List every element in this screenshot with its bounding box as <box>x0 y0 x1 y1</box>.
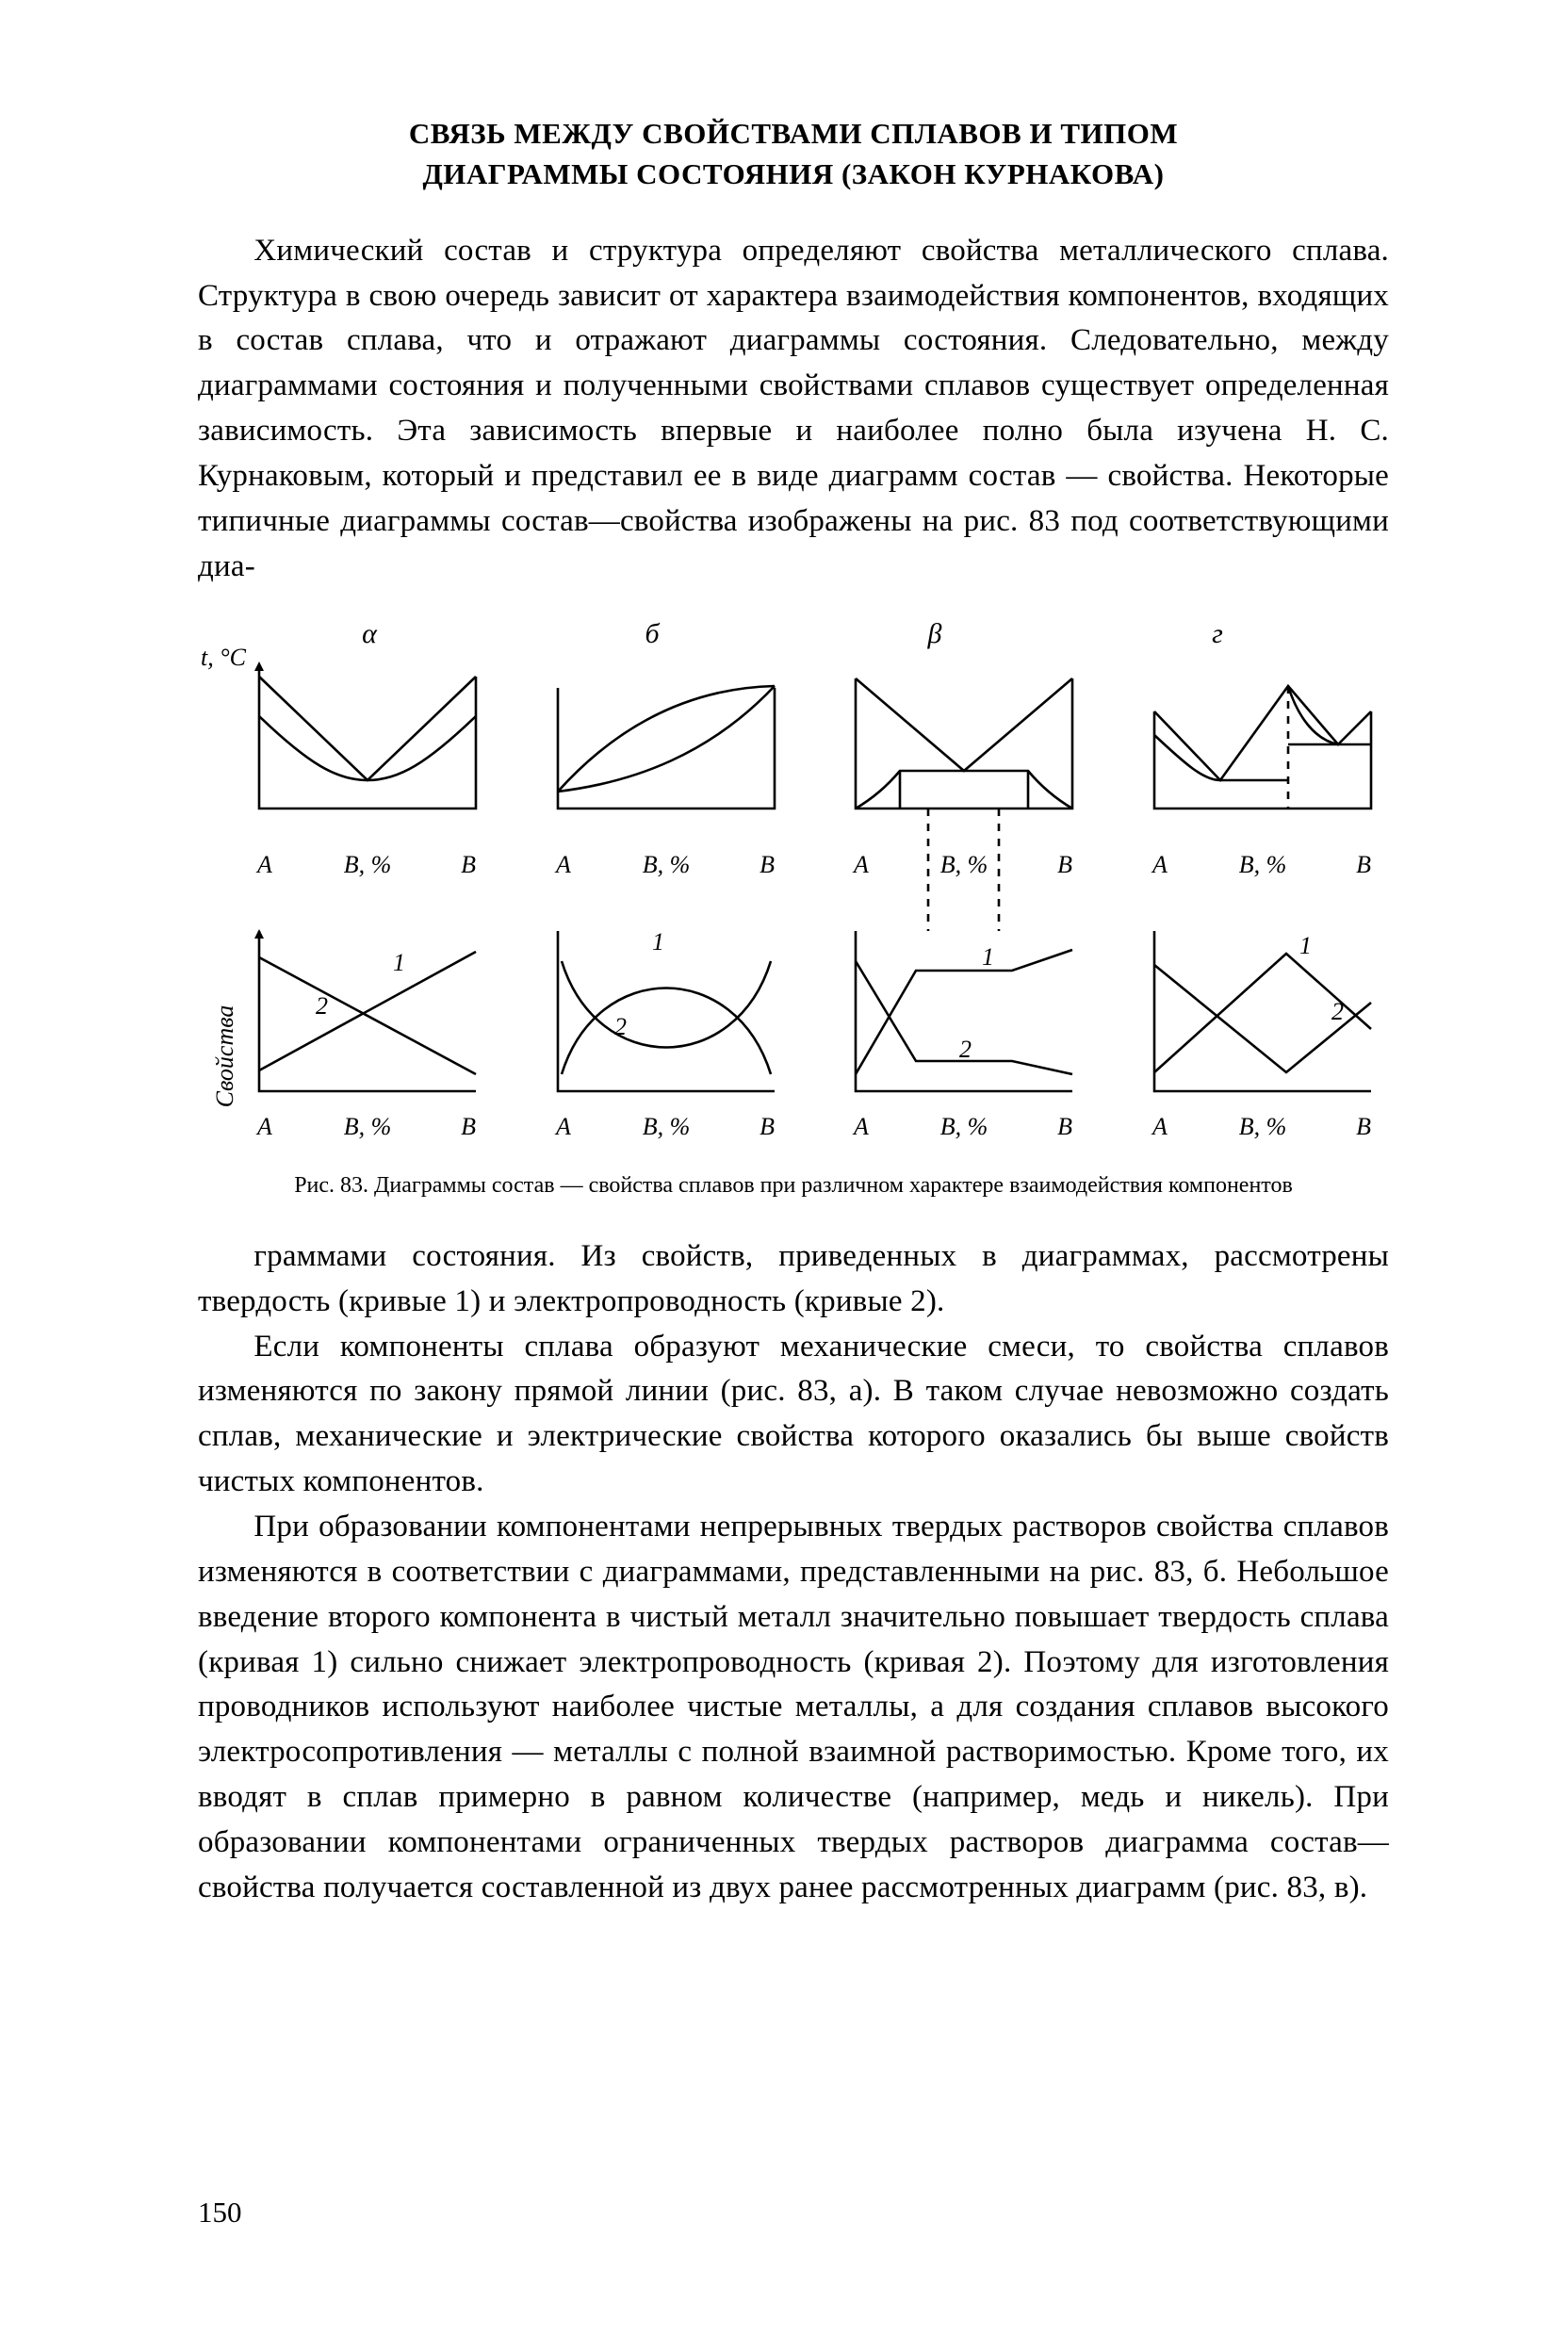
svg-text:1: 1 <box>982 943 994 971</box>
col-label-d: г <box>1203 618 1232 650</box>
figure-caption: Рис. 83. Диаграммы состав — свойства спл… <box>275 1170 1312 1200</box>
svg-text:B: B <box>760 1113 775 1140</box>
svg-text:B, %: B, % <box>1238 851 1286 878</box>
svg-text:B: B <box>1356 1113 1371 1140</box>
svg-text:1: 1 <box>652 928 664 956</box>
svg-text:B: B <box>461 851 476 878</box>
property-diagram-a: 1 2 A B, % B Свойства <box>214 912 479 1157</box>
title-line-2: ДИАГРАММЫ СОСТОЯНИЯ (ЗАКОН КУРНАКОВА) <box>198 154 1389 194</box>
svg-text:A: A <box>554 851 571 878</box>
svg-text:B, %: B, % <box>344 1113 392 1140</box>
svg-text:2: 2 <box>614 1013 627 1040</box>
svg-text:2: 2 <box>316 992 328 1020</box>
svg-text:B, %: B, % <box>642 851 690 878</box>
paragraph-2: граммами состояния. Из свойств, приведен… <box>198 1234 1389 1325</box>
svg-text:A: A <box>255 1113 272 1140</box>
svg-text:A: A <box>852 851 869 878</box>
svg-text:1: 1 <box>393 949 405 976</box>
col-label-a: α <box>355 618 384 650</box>
svg-text:B, %: B, % <box>1238 1113 1286 1140</box>
col-label-b: б <box>638 618 666 650</box>
svg-text:Свойства: Свойства <box>211 1004 238 1107</box>
svg-text:B, %: B, % <box>940 851 988 878</box>
svg-text:A: A <box>1151 851 1168 878</box>
property-diagram-b: 1 2 A B, % B <box>513 912 777 1157</box>
svg-text:1: 1 <box>1299 932 1312 959</box>
svg-text:t, °C: t, °C <box>201 644 247 671</box>
svg-text:B: B <box>461 1113 476 1140</box>
svg-text:B: B <box>1057 851 1072 878</box>
svg-text:B: B <box>1057 1113 1072 1140</box>
property-diagram-c: 1 2 A B, % B <box>810 912 1075 1157</box>
svg-text:B, %: B, % <box>344 851 392 878</box>
phase-diagram-b: A B, % B <box>513 650 777 895</box>
svg-text:A: A <box>852 1113 869 1140</box>
diagram-grid: AB, %Bt, °C AB, %B AB, %B AB, %B 12AB, %… <box>214 650 1373 1157</box>
section-title: СВЯЗЬ МЕЖДУ СВОЙСТВАМИ СПЛАВОВ И ТИПОМ Д… <box>198 113 1389 195</box>
svg-text:2: 2 <box>1331 998 1344 1025</box>
phase-diagram-d: A B, % B <box>1109 650 1374 895</box>
svg-text:A: A <box>1151 1113 1168 1140</box>
property-diagram-d: 1 2 A B, % B <box>1109 912 1374 1157</box>
title-line-1: СВЯЗЬ МЕЖДУ СВОЙСТВАМИ СПЛАВОВ И ТИПОМ <box>198 113 1389 154</box>
figure-83: α б β г AB, %Bt, °C AB, %B AB, %B AB, %B… <box>214 618 1373 1200</box>
phase-diagram-a: AB, %Bt, °C <box>214 650 479 895</box>
page-number: 150 <box>198 2196 242 2230</box>
svg-text:B, %: B, % <box>642 1113 690 1140</box>
svg-text:B: B <box>760 851 775 878</box>
column-labels: α б β г <box>214 618 1373 650</box>
svg-text:2: 2 <box>959 1036 972 1063</box>
svg-text:A: A <box>554 1113 571 1140</box>
phase-diagram-c: A B, % B <box>810 650 1075 895</box>
paragraph-4: При образовании компонентами непрерывных… <box>198 1505 1389 1911</box>
svg-text:B, %: B, % <box>940 1113 988 1140</box>
paragraph-1: Химический состав и структура определяют… <box>198 229 1389 590</box>
paragraph-3: Если компоненты сплава образуют механиче… <box>198 1325 1389 1505</box>
col-label-c: β <box>921 618 949 650</box>
svg-text:B: B <box>1356 851 1371 878</box>
svg-text:A: A <box>255 851 272 878</box>
